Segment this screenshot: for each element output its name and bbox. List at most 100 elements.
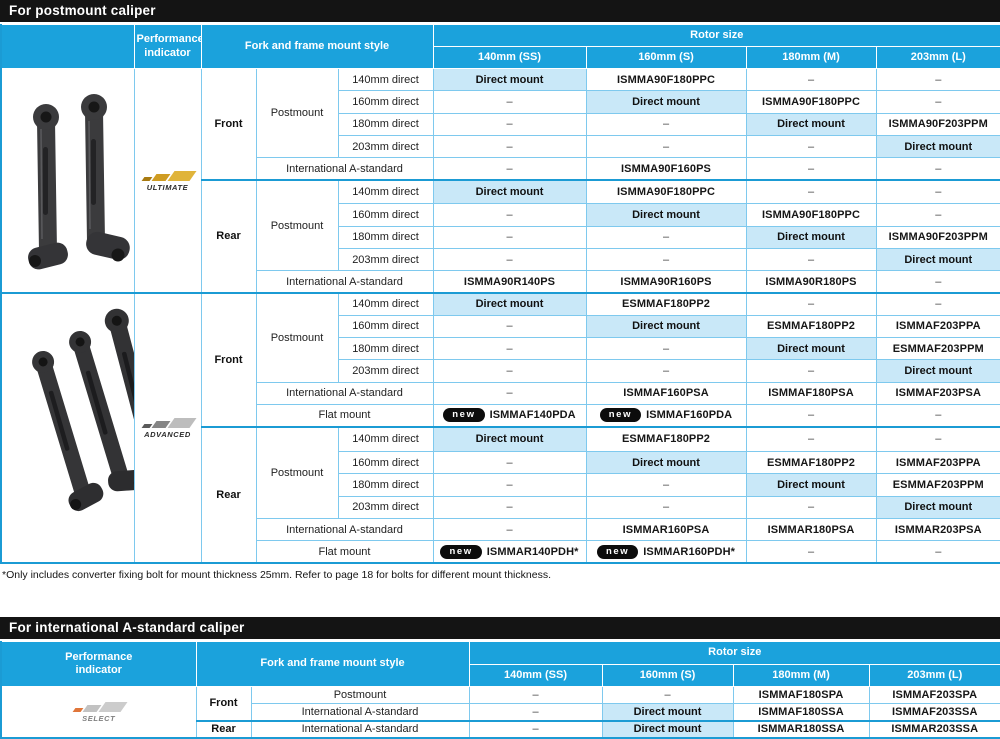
rotor-cell: ESMMAF180PP2 bbox=[745, 314, 877, 339]
row-label: 160mm direct bbox=[337, 203, 434, 227]
row-label-flat-mount: Flat mount bbox=[255, 403, 434, 428]
row-label: 160mm direct bbox=[337, 90, 434, 114]
rotor-cell: ESMMAF180PP2 bbox=[585, 425, 747, 453]
rotor-cell: ESMMAF203PPM bbox=[875, 473, 1000, 497]
new-badge: new bbox=[599, 408, 642, 423]
row-label-international: International A-standard bbox=[255, 270, 434, 294]
header-rotor-size: Rotor size bbox=[432, 24, 1000, 47]
postmount-caliper-table: Performance indicator Fork and frame mou… bbox=[0, 24, 1000, 564]
rotor-cell: Direct mount bbox=[745, 473, 877, 497]
mount-label: International A-standard bbox=[250, 719, 470, 738]
rotor-cell: – bbox=[745, 425, 877, 453]
rotor-cell: – bbox=[875, 178, 1000, 205]
advanced-logo-bars bbox=[141, 417, 197, 428]
rotor-cell: ISMMAF203PSA bbox=[875, 381, 1000, 405]
rotor-cell: – bbox=[875, 403, 1000, 428]
rotor-cell: Direct mount bbox=[585, 314, 747, 339]
header-performance-indicator: Performance indicator bbox=[133, 24, 202, 69]
rotor-cell: Direct mount bbox=[875, 359, 1000, 383]
rotor-cell: ISMMA90F180PPC bbox=[745, 90, 877, 114]
section-gap bbox=[0, 581, 1000, 617]
row-label: 140mm direct bbox=[337, 425, 434, 453]
part-code: ISMMAF160PDA bbox=[646, 409, 733, 422]
position-label-front: Front bbox=[195, 686, 252, 721]
row-label: 160mm direct bbox=[337, 314, 434, 339]
rotor-cell: – bbox=[875, 270, 1000, 294]
adapter-1 bbox=[32, 350, 104, 512]
rotor-cell: – bbox=[432, 451, 587, 475]
rotor-cell: ISMMAF180SPA bbox=[732, 686, 870, 704]
rotor-cell: – bbox=[432, 337, 587, 361]
rotor-cell: ISMMAF180PSA bbox=[745, 381, 877, 405]
rotor-cell: – bbox=[585, 225, 747, 249]
adapter-3 bbox=[104, 308, 133, 476]
rotor-cell: Direct mount bbox=[585, 451, 747, 475]
rotor-cell: – bbox=[432, 203, 587, 227]
rotor-cell: – bbox=[875, 203, 1000, 227]
rotor-cell: – bbox=[468, 686, 603, 704]
row-label: 140mm direct bbox=[337, 178, 434, 205]
rotor-cell: ISMMAF203PPA bbox=[875, 314, 1000, 339]
rotor-cell: – bbox=[745, 403, 877, 428]
rotor-cell: ISMMAR180SSA bbox=[732, 719, 870, 738]
row-label: 180mm direct bbox=[337, 473, 434, 497]
header-image-spacer bbox=[0, 24, 135, 69]
select-logo-bars bbox=[72, 701, 128, 712]
rotor-cell: ISMMA90F180PPC bbox=[745, 203, 877, 227]
new-badge: new bbox=[596, 544, 639, 559]
row-label: 180mm direct bbox=[337, 225, 434, 249]
rotor-cell-new: new ISMMAR140PDH* bbox=[432, 540, 587, 564]
rotor-cell: ISMMA90R160PS bbox=[585, 270, 747, 294]
position-label-front: Front bbox=[200, 67, 257, 181]
rotor-cell: – bbox=[585, 495, 747, 519]
mount-label-postmount: Postmount bbox=[255, 67, 339, 159]
rotor-cell-new: new ISMMAF160PDA bbox=[585, 403, 747, 428]
rotor-cell: – bbox=[745, 359, 877, 383]
rotor-cell: – bbox=[432, 473, 587, 497]
rotor-cell: ISMMAR180PSA bbox=[745, 517, 877, 542]
adapter-right bbox=[81, 94, 130, 262]
rotor-cell: – bbox=[601, 686, 734, 704]
mount-label-postmount: Postmount bbox=[255, 178, 339, 272]
new-badge: new bbox=[443, 408, 485, 423]
rotor-cell: – bbox=[432, 134, 587, 159]
header-size-203: 203mm (L) bbox=[868, 664, 1000, 687]
rotor-cell: Direct mount bbox=[745, 337, 877, 361]
part-code: ISMMAF140PDA bbox=[489, 409, 576, 422]
mount-label-postmount: Postmount bbox=[255, 425, 339, 519]
rotor-cell: – bbox=[585, 247, 747, 272]
header-size-160: 160mm (S) bbox=[601, 664, 734, 687]
rotor-cell: – bbox=[432, 359, 587, 383]
rotor-cell: – bbox=[432, 247, 587, 272]
rotor-cell: Direct mount bbox=[432, 67, 587, 92]
row-label: 203mm direct bbox=[337, 247, 434, 272]
rotor-cell: Direct mount bbox=[432, 291, 587, 316]
row-label-international: International A-standard bbox=[255, 157, 434, 181]
rotor-cell: Direct mount bbox=[432, 178, 587, 205]
international-a-standard-table: Performance indicator Fork and frame mou… bbox=[0, 641, 1000, 739]
section-title-postmount: For postmount caliper bbox=[0, 0, 1000, 22]
rotor-cell: – bbox=[875, 67, 1000, 92]
performance-indicator-ultimate: ULTIMATE bbox=[133, 68, 202, 294]
rotor-cell: – bbox=[585, 134, 747, 159]
adapter-left bbox=[28, 104, 68, 270]
header-mount-style: Fork and frame mount style bbox=[200, 24, 434, 69]
ultimate-logo-label: ULTIMATE bbox=[146, 182, 189, 192]
rotor-cell: Direct mount bbox=[745, 225, 877, 249]
rotor-cell: – bbox=[432, 381, 587, 405]
rotor-cell: – bbox=[875, 291, 1000, 316]
rotor-cell: – bbox=[585, 359, 747, 383]
rotor-cell: ISMMAF203SPA bbox=[868, 686, 1000, 704]
rotor-cell: ISMMAF203SSA bbox=[868, 703, 1000, 721]
rotor-cell: – bbox=[432, 495, 587, 519]
header-size-180: 180mm (M) bbox=[732, 664, 870, 687]
rotor-cell: ISMMAF180SSA bbox=[732, 703, 870, 721]
rotor-cell: ISMMA90F203PPM bbox=[875, 112, 1000, 136]
rotor-cell: – bbox=[745, 67, 877, 92]
ultimate-logo-bars bbox=[141, 170, 197, 181]
rotor-cell: ESMMAF180PP2 bbox=[585, 291, 747, 316]
header-size-180: 180mm (M) bbox=[745, 46, 877, 69]
row-label: 203mm direct bbox=[337, 134, 434, 159]
rotor-cell: – bbox=[745, 495, 877, 519]
